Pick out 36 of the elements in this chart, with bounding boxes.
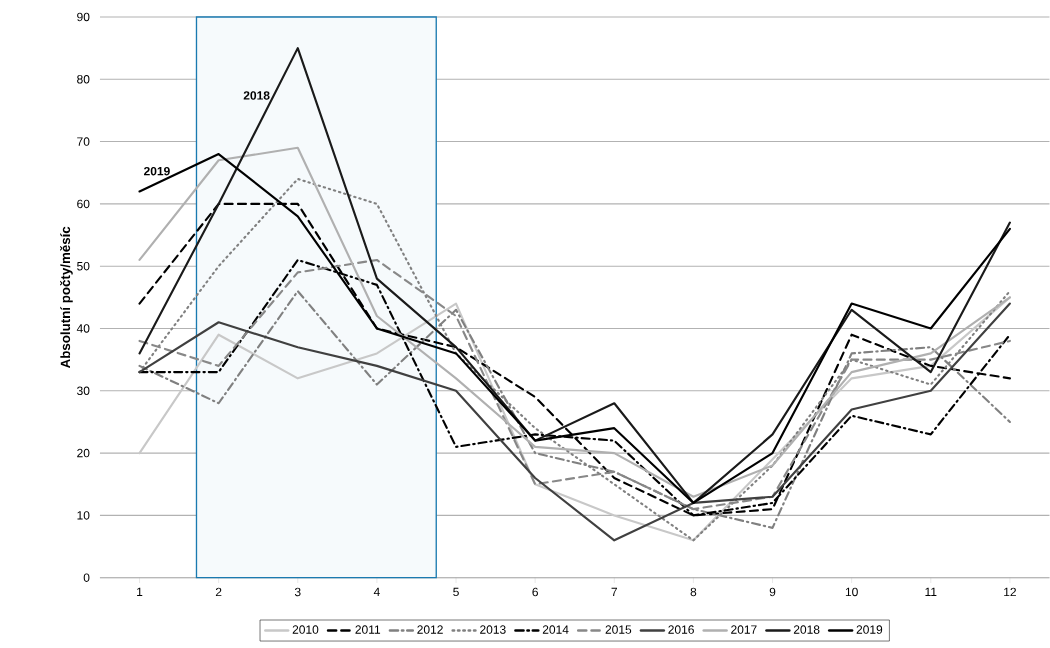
legend-label: 2013 <box>480 625 506 635</box>
legend-label: 2017 <box>731 625 757 635</box>
y-axis-title: Absolutní počty/měsíc <box>60 226 73 369</box>
legend-label: 2015 <box>605 625 632 635</box>
x-tick-label: 11 <box>925 587 937 597</box>
x-tick-label: 9 <box>769 587 776 597</box>
x-tick-label: 6 <box>532 587 538 597</box>
line-series <box>138 47 1011 505</box>
legend-label: 2014 <box>542 625 569 635</box>
annotation: 2018 <box>243 91 270 100</box>
y-tick-label: 90 <box>77 12 90 22</box>
x-tick-label: 4 <box>373 587 380 597</box>
x-tick-label: 7 <box>611 587 617 597</box>
legend-label: 2011 <box>355 625 381 635</box>
y-tick-label: 80 <box>77 75 90 84</box>
y-tick-label: 0 <box>83 573 90 583</box>
y-tick-label: 60 <box>77 199 90 209</box>
legend-label: 2019 <box>856 625 883 635</box>
x-tick-label: 12 <box>1004 587 1016 597</box>
y-tick-label: 20 <box>77 449 90 458</box>
x-tick-label: 2 <box>215 587 222 597</box>
y-tick-label: 40 <box>76 324 90 333</box>
legend-label: 2012 <box>417 625 443 635</box>
annotation: 2019 <box>144 167 170 176</box>
y-tick-label: 50 <box>77 262 90 271</box>
x-tick-label: 8 <box>690 587 697 597</box>
legend-label: 2010 <box>292 625 319 635</box>
y-tick-label: 30 <box>77 386 90 396</box>
legend-label: 2018 <box>793 625 820 635</box>
x-tick-label: 1 <box>137 587 143 597</box>
legend-label: 2016 <box>668 625 694 635</box>
y-tick-label: 10 <box>77 511 90 520</box>
x-tick-label: 5 <box>453 587 459 597</box>
x-tick-label: 3 <box>294 587 301 597</box>
y-tick-label: 70 <box>77 137 90 147</box>
x-tick-label: 10 <box>845 587 858 597</box>
